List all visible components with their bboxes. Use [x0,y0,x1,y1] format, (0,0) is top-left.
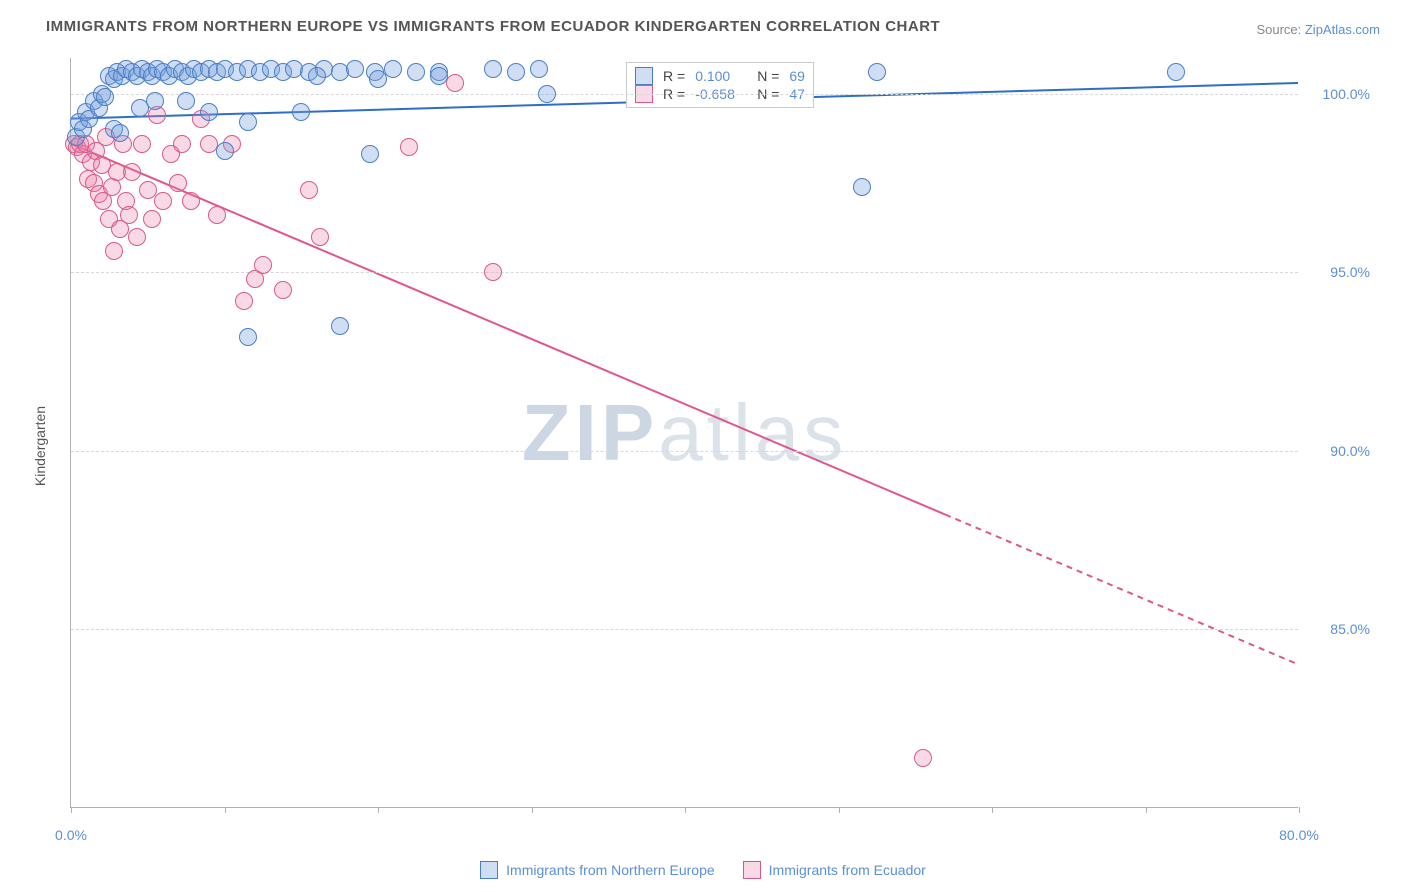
data-point [400,138,418,156]
data-point [169,174,187,192]
data-point [154,192,172,210]
legend-label: Immigrants from Northern Europe [506,862,715,878]
y-tick-label: 95.0% [1330,264,1370,280]
legend-swatch [635,67,653,85]
data-point [311,228,329,246]
data-point [111,124,129,142]
data-point [133,135,151,153]
trend-lines-svg [71,58,1298,807]
legend-item: Immigrants from Ecuador [743,861,926,879]
y-axis-label: Kindergarten [32,406,48,486]
x-tick [71,807,72,813]
legend-label: Immigrants from Ecuador [769,862,926,878]
legend-stats-box: R =0.100N =69R =-0.658N =47 [626,62,814,108]
data-point [143,210,161,228]
chart-title: IMMIGRANTS FROM NORTHERN EUROPE VS IMMIG… [46,18,940,35]
data-point [96,88,114,106]
data-point [331,317,349,335]
y-tick-label: 85.0% [1330,621,1370,637]
x-tick [839,807,840,813]
data-point [239,328,257,346]
data-point [384,60,402,78]
r-label: R = [663,68,685,84]
watermark-bold: ZIP [522,388,658,477]
data-point [361,145,379,163]
data-point [216,142,234,160]
plot-area: ZIPatlas R =0.100N =69R =-0.658N =47 85.… [70,58,1298,808]
x-tick [532,807,533,813]
data-point [1167,63,1185,81]
source-credit: Source: ZipAtlas.com [1256,22,1380,37]
data-point [446,74,464,92]
legend-bottom: Immigrants from Northern Europe Immigrant… [0,861,1406,882]
gridline [71,94,1298,95]
legend-item: Immigrants from Northern Europe [480,861,715,879]
data-point [105,242,123,260]
data-point [120,206,138,224]
data-point [484,263,502,281]
data-point [308,67,326,85]
gridline [71,451,1298,452]
legend-stat-row: R = 0.100 N = 69 [635,67,805,85]
data-point [530,60,548,78]
data-point [300,181,318,199]
source-prefix: Source: [1256,22,1304,37]
x-tick-label: 0.0% [55,827,87,843]
n-value: 69 [789,68,805,84]
x-tick [378,807,379,813]
data-point [292,103,310,121]
data-point [868,63,886,81]
legend-swatch [743,861,761,879]
data-point [274,281,292,299]
n-label: N = [757,68,779,84]
data-point [123,163,141,181]
data-point [853,178,871,196]
data-point [200,103,218,121]
watermark-light: atlas [658,388,847,477]
data-point [128,228,146,246]
source-link[interactable]: ZipAtlas.com [1305,22,1380,37]
legend-swatch [480,861,498,879]
x-tick [1299,807,1300,813]
data-point [177,92,195,110]
data-point [538,85,556,103]
x-tick [992,807,993,813]
data-point [914,749,932,767]
data-point [407,63,425,81]
data-point [146,92,164,110]
x-tick [685,807,686,813]
y-tick-label: 100.0% [1323,86,1370,102]
data-point [507,63,525,81]
data-point [208,206,226,224]
data-point [235,292,253,310]
data-point [239,113,257,131]
data-point [254,256,272,274]
watermark: ZIPatlas [522,387,847,479]
x-tick-label: 80.0% [1279,827,1319,843]
r-value: 0.100 [695,68,747,84]
data-point [369,70,387,88]
data-point [182,192,200,210]
data-point [484,60,502,78]
data-point [346,60,364,78]
y-tick-label: 90.0% [1330,443,1370,459]
x-tick [1146,807,1147,813]
gridline [71,629,1298,630]
data-point [173,135,191,153]
x-tick [225,807,226,813]
data-point [430,67,448,85]
